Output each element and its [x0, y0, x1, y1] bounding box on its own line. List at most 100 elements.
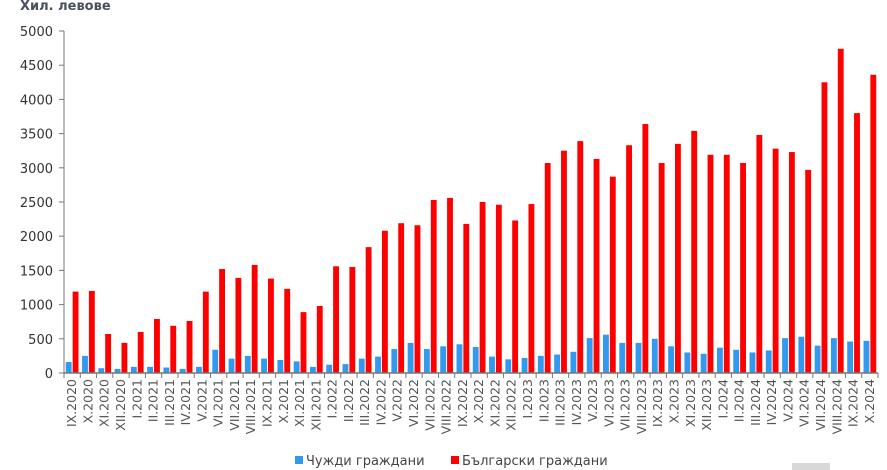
bar-bulgarian-VI.2024	[805, 169, 812, 373]
x-tick-label: II.2023	[536, 379, 551, 422]
bar-bulgarian-III.2021	[170, 325, 177, 373]
bar-bulgarian-II.2023	[544, 163, 551, 373]
y-tick-label: 3500	[20, 128, 53, 143]
y-tick-label: 2000	[20, 230, 53, 245]
bar-bulgarian-IX.2022	[463, 223, 470, 373]
x-tick-label: XII.2023	[699, 379, 714, 431]
x-tick-label: XI.2021	[292, 379, 307, 427]
x-tick-label: IV.2023	[569, 379, 584, 425]
bar-foreign-III.2021	[163, 367, 170, 373]
x-axis: IX.2020 X.2020 XI.2020 XII.2020 I.2021 II.202…	[63, 372, 879, 434]
bar-bulgarian-XII.2022	[512, 220, 519, 373]
y-axis-title: Хил. левове	[20, 0, 111, 14]
bar-bulgarian-II.2021	[154, 318, 160, 373]
bar-bulgarian-IX.2024	[854, 113, 860, 373]
y-tick-label: 0	[45, 367, 53, 382]
bar-foreign-III.2024	[749, 352, 756, 373]
bar-foreign-III.2023	[554, 354, 561, 373]
bar-bulgarian-V.2022	[398, 223, 405, 373]
bar-foreign-IX.2023	[651, 338, 658, 373]
x-tick-label: IX.2024	[846, 379, 861, 427]
x-tick-label: III.2024	[748, 379, 763, 426]
x-tick-label: V.2024	[780, 379, 795, 422]
bar-foreign-XI.2020	[98, 368, 105, 373]
x-tick-label: XI.2022	[487, 379, 502, 427]
x-tick-label: IV.2022	[373, 379, 388, 425]
bar-bulgarian-V.2023	[593, 158, 600, 373]
bar-foreign-XI.2022	[489, 356, 495, 373]
x-tick-label: IX.2023	[650, 379, 665, 427]
bar-foreign-X.2024	[863, 340, 870, 373]
bar-foreign-VI.2021	[212, 349, 219, 373]
bar-foreign-VII.2022	[423, 349, 430, 373]
bar-bulgarian-VII.2023	[626, 145, 633, 373]
legend-swatch-bulgarian	[451, 456, 459, 464]
bar-foreign-IX.2024	[847, 341, 854, 373]
bar-foreign-I.2022	[326, 364, 333, 373]
bar-bulgarian-VII.2022	[430, 199, 437, 373]
bar-foreign-VII.2023	[619, 342, 626, 373]
bar-bulgarian-IX.2023	[658, 163, 665, 373]
bar-foreign-VI.2024	[798, 336, 805, 373]
bar-bulgarian-II.2022	[349, 266, 356, 373]
bar-foreign-XII.2020	[114, 368, 121, 373]
bar-foreign-V.2023	[586, 338, 593, 373]
bar-bulgarian-VIII.2024	[837, 48, 844, 374]
bar-foreign-VIII.2023	[635, 342, 642, 373]
bar-foreign-IV.2021	[179, 368, 186, 373]
x-tick-label: V.2023	[585, 379, 600, 422]
x-tick-label: XII.2022	[504, 379, 519, 431]
legend-swatch-foreign	[295, 456, 303, 464]
bar-bulgarian-III.2023	[561, 150, 567, 373]
bar-bulgarian-IX.2021	[268, 278, 274, 373]
x-tick-label: VIII.2023	[634, 379, 649, 434]
x-tick-label: VII.2021	[227, 379, 242, 431]
x-tick-label: X.2021	[276, 379, 291, 423]
bar-foreign-II.2021	[147, 366, 154, 373]
x-tick-label: IX.2021	[260, 379, 275, 427]
bar-bulgarian-VIII.2021	[251, 264, 258, 373]
bar-bulgarian-X.2024	[870, 74, 877, 373]
x-tick-label: III.2023	[553, 379, 568, 426]
bar-foreign-I.2024	[716, 347, 723, 373]
x-tick-label: IV.2024	[764, 379, 779, 425]
x-tick-label: XII.2021	[308, 379, 323, 431]
bar-bulgarian-X.2021	[284, 288, 291, 373]
bar-foreign-IX.2021	[261, 358, 267, 373]
y-axis: 0 500 1000 1500 2000 2500 3000 3500 4000 4500 5000	[20, 25, 65, 382]
bar-foreign-VIII.2022	[440, 346, 447, 373]
bar-bulgarian-VII.2021	[235, 277, 242, 373]
bar-bulgarian-XI.2021	[300, 312, 307, 373]
bar-bulgarian-I.2021	[137, 331, 144, 373]
bar-bulgarian-VIII.2022	[447, 197, 453, 373]
legend: Чужди граждани Български граждани	[295, 454, 608, 469]
x-tick-label: VII.2023	[618, 379, 633, 431]
y-tick-label: 3000	[20, 162, 53, 177]
bar-bulgarian-X.2020	[88, 290, 95, 373]
bar-foreign-VII.2024	[814, 345, 821, 373]
bar-bulgarian-III.2024	[756, 134, 763, 373]
bar-bulgarian-XII.2020	[121, 342, 128, 373]
bar-bulgarian-IV.2023	[577, 141, 584, 373]
bar-foreign-IX.2020	[65, 362, 72, 373]
x-tick-label: XI.2020	[97, 379, 112, 427]
x-tick-label: VI.2024	[797, 379, 812, 427]
scroll-handle	[792, 463, 830, 470]
x-tick-label: II.2021	[146, 379, 161, 422]
bar-foreign-IV.2022	[375, 356, 381, 373]
bar-foreign-XI.2021	[293, 361, 300, 373]
x-tick-label: I.2022	[325, 379, 340, 418]
x-tick-label: II.2024	[732, 379, 747, 422]
bar-bulgarian-XI.2022	[495, 204, 502, 373]
x-tick-label: VIII.2024	[829, 379, 844, 434]
x-tick-label: VII.2024	[813, 379, 828, 431]
bar-foreign-XII.2021	[309, 366, 316, 373]
x-tick-label: III.2022	[357, 379, 372, 426]
bar-bulgarian-IV.2024	[772, 148, 779, 373]
bar-bulgarian-IV.2022	[381, 230, 388, 373]
y-tick-label: 4500	[20, 59, 53, 74]
bar-bulgarian-II.2024	[740, 163, 746, 373]
bar-foreign-XII.2023	[700, 353, 707, 373]
y-tick-label: 1000	[20, 299, 53, 314]
bar-bulgarian-XII.2021	[316, 305, 323, 373]
